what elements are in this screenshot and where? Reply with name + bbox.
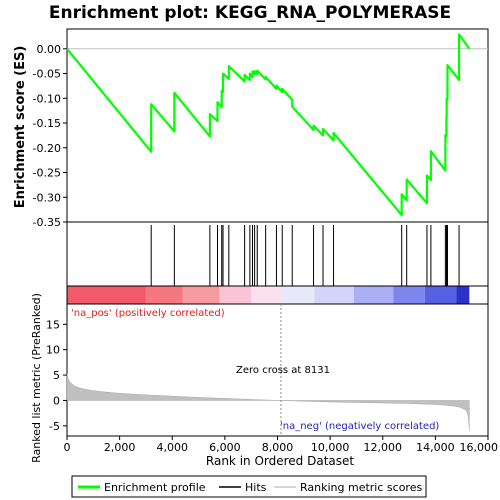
heatmap-band xyxy=(219,286,252,304)
metric-axis-label: Ranked list metric (PreRanked) xyxy=(30,293,43,463)
es-axis-ticks: 0.00 -0.05 -0.10 -0.15 -0.20 -0.25 -0.30 -0.35 xyxy=(33,43,67,229)
heatmap-band xyxy=(424,286,457,304)
metric-tick-label: 5 xyxy=(53,369,60,382)
es-tick-label: -0.15 xyxy=(33,117,61,130)
negative-correlation-label: 'na_neg' (negatively correlated) xyxy=(280,421,439,432)
enrichment-profile-line xyxy=(66,33,471,217)
legend-box xyxy=(71,475,427,498)
heatmap-band xyxy=(393,286,425,304)
metric-axis-ticks: 15 10 5 0 -5 xyxy=(46,318,67,433)
x-axis-ticks: 0 2,000 4,000 6,000 8,000 10,000 12,000 14,000 1… xyxy=(64,436,499,454)
es-tick-label: -0.10 xyxy=(33,92,61,105)
x-tick-label: 8,000 xyxy=(262,441,294,454)
hit-marks xyxy=(150,225,460,286)
x-tick-label: 12,000 xyxy=(364,441,403,454)
heatmap-band xyxy=(456,286,470,304)
es-tick-label: -0.30 xyxy=(33,191,61,204)
metric-panel-frame xyxy=(66,303,489,437)
heatmap-band xyxy=(145,286,183,304)
metric-tick-label: -5 xyxy=(49,420,60,433)
legend-label-enrichment: Enrichment profile xyxy=(104,481,206,494)
legend-label-hits: Hits xyxy=(245,481,267,494)
x-tick-label: 16,000 xyxy=(460,441,499,454)
x-tick-label: 6,000 xyxy=(209,441,241,454)
x-tick-label: 0 xyxy=(64,441,71,454)
es-panel-frame xyxy=(66,28,489,223)
ranking-metric-area xyxy=(66,374,470,431)
metric-tick-label: 10 xyxy=(46,344,60,357)
x-tick-label: 10,000 xyxy=(311,441,350,454)
heatmap-band xyxy=(67,286,146,304)
heatmap-band xyxy=(280,286,315,304)
heatmap-band xyxy=(314,286,354,304)
x-tick-label: 4,000 xyxy=(157,441,189,454)
es-tick-label: 0.00 xyxy=(37,43,62,56)
positive-correlation-label: 'na_pos' (positively correlated) xyxy=(71,308,225,319)
chart-title: Enrichment plot: KEGG_RNA_POLYMERASE xyxy=(49,3,451,23)
metric-tick-label: 0 xyxy=(53,394,60,407)
es-tick-label: -0.35 xyxy=(33,216,61,229)
rank-heatmap-strip xyxy=(67,286,470,304)
heatmap-band xyxy=(251,286,281,304)
es-tick-label: -0.05 xyxy=(33,68,61,81)
x-tick-label: 2,000 xyxy=(104,441,136,454)
legend-label-metric: Ranking metric scores xyxy=(300,481,422,494)
heatmap-band xyxy=(182,286,220,304)
metric-tick-label: 15 xyxy=(46,318,60,331)
es-axis-label: Enrichment score (ES) xyxy=(13,46,28,209)
zero-cross-annotation: Zero cross at 8131 xyxy=(236,365,330,376)
heatmap-band xyxy=(353,286,394,304)
es-tick-label: -0.20 xyxy=(33,142,61,155)
es-tick-label: -0.25 xyxy=(33,167,61,180)
hits-panel-frame xyxy=(66,221,489,287)
x-tick-label: 14,000 xyxy=(416,441,455,454)
x-axis-label: Rank in Ordered Dataset xyxy=(206,454,354,468)
